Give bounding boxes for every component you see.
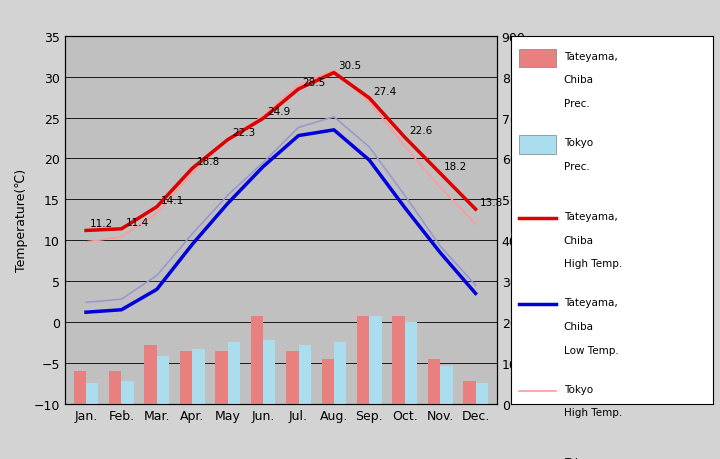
Text: 28.5: 28.5 [302, 78, 326, 88]
Bar [286, 351, 299, 404]
Text: 14.1: 14.1 [161, 195, 184, 205]
Bar [263, 341, 276, 404]
Bar [322, 359, 334, 404]
Text: Prec.: Prec. [564, 99, 590, 109]
Bar [145, 345, 157, 404]
Text: 22.3: 22.3 [232, 128, 255, 138]
Text: High Temp.: High Temp. [564, 408, 622, 418]
Bar [369, 316, 382, 404]
Text: Prec.: Prec. [564, 162, 590, 172]
Bar [334, 342, 346, 404]
Text: Chiba: Chiba [564, 75, 593, 85]
Bar [475, 383, 488, 404]
Text: Chiba: Chiba [564, 235, 593, 245]
Bar [192, 349, 204, 404]
Text: 22.6: 22.6 [409, 126, 432, 136]
Bar [228, 343, 240, 404]
FancyBboxPatch shape [519, 136, 556, 154]
Bar [157, 356, 169, 404]
Bar [463, 381, 475, 404]
Text: 27.4: 27.4 [374, 87, 397, 96]
Text: High Temp.: High Temp. [564, 259, 622, 269]
Text: 13.8: 13.8 [480, 197, 503, 207]
Bar [109, 371, 122, 404]
Text: Low Temp.: Low Temp. [564, 345, 618, 355]
Bar [251, 316, 263, 404]
Bar [405, 322, 417, 404]
Text: 18.2: 18.2 [444, 162, 467, 172]
Text: 11.2: 11.2 [90, 219, 114, 229]
Bar [180, 351, 192, 404]
Bar [299, 345, 311, 404]
Text: Tokyo: Tokyo [564, 457, 593, 459]
Text: Tokyo: Tokyo [564, 384, 593, 394]
Text: Tokyo: Tokyo [564, 138, 593, 148]
Bar [440, 366, 453, 404]
Bar [73, 371, 86, 404]
Bar [357, 316, 369, 404]
Text: Tateyama,: Tateyama, [564, 51, 617, 62]
Y-axis label: Precipitation(mm): Precipitation(mm) [531, 164, 544, 276]
Bar [392, 316, 405, 404]
Text: 18.8: 18.8 [197, 157, 220, 167]
Text: 30.5: 30.5 [338, 62, 361, 71]
Y-axis label: Temperature(℃): Temperature(℃) [15, 169, 28, 272]
Text: 24.9: 24.9 [267, 107, 290, 117]
Text: 11.4: 11.4 [125, 217, 149, 227]
Bar [428, 359, 440, 404]
Text: Tateyama,: Tateyama, [564, 211, 617, 221]
Bar [86, 383, 99, 404]
Text: Tateyama,: Tateyama, [564, 297, 617, 308]
Text: Chiba: Chiba [564, 321, 593, 331]
Bar [215, 351, 228, 404]
FancyBboxPatch shape [519, 50, 556, 68]
Bar [122, 381, 134, 404]
